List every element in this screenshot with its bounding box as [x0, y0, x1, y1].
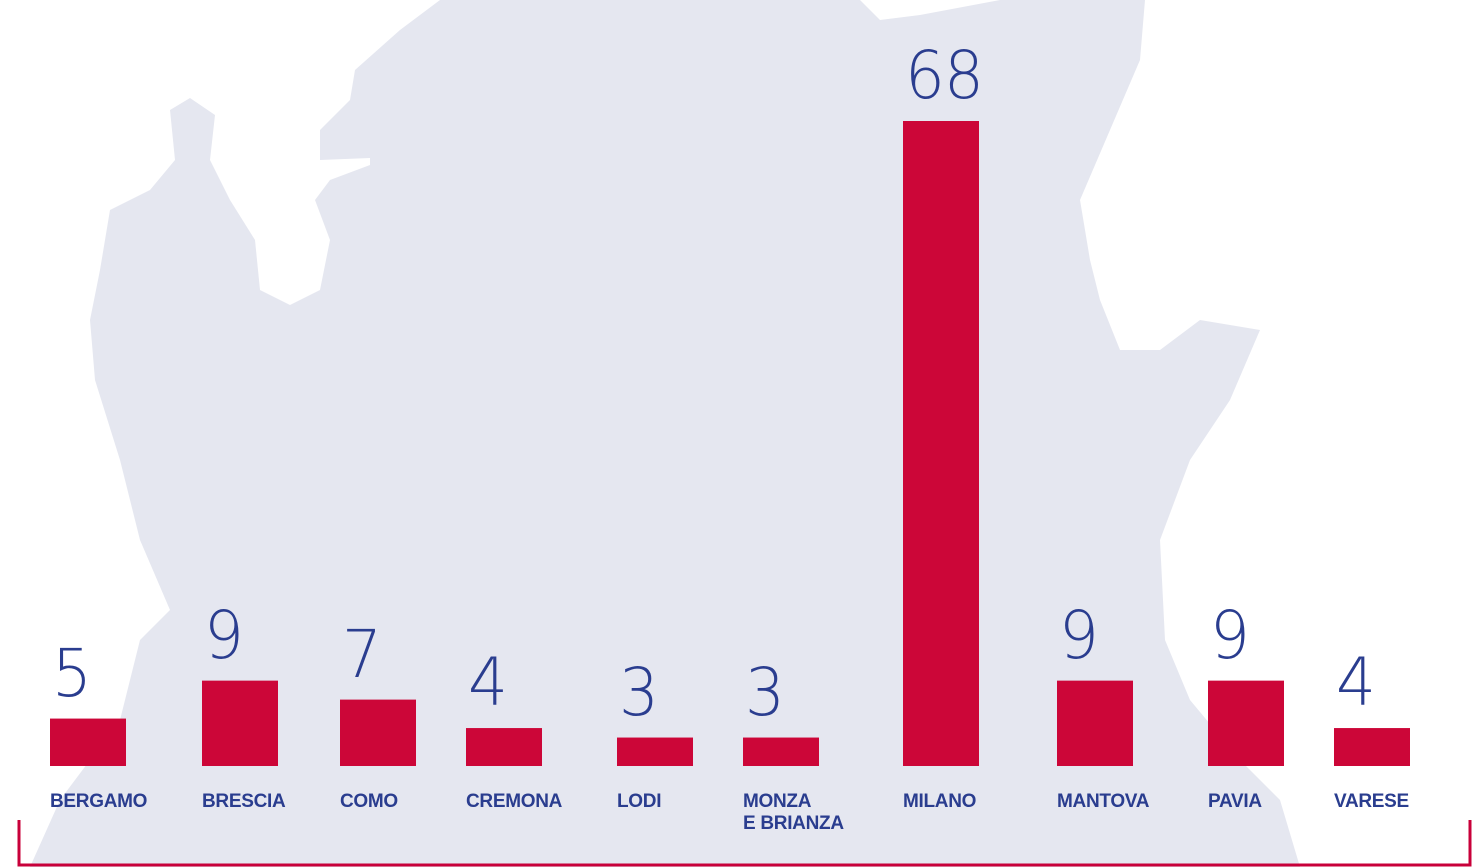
bar: [1334, 728, 1410, 766]
category-label: MANTOVA: [1057, 791, 1150, 812]
value-label: 9: [204, 596, 244, 674]
category-label: PAVIA: [1208, 791, 1262, 812]
category-label: COMO: [340, 791, 398, 812]
category-label: CREMONA: [466, 791, 563, 812]
category-label: MONZA E BRIANZA: [743, 791, 844, 834]
map-background: [30, 0, 1300, 867]
frame-line: [17, 820, 1472, 867]
bar: [1057, 680, 1133, 766]
category-label: BERGAMO: [50, 791, 148, 812]
category-label: LODI: [617, 791, 662, 812]
bar: [202, 680, 278, 766]
value-label: 3: [619, 653, 659, 731]
category-label: MILANO: [903, 791, 977, 812]
bar: [1208, 680, 1284, 766]
value-label: 7: [342, 615, 382, 693]
value-label: 9: [1210, 596, 1250, 674]
bar: [743, 737, 819, 766]
value-label: 3: [745, 653, 785, 731]
category-label: VARESE: [1334, 791, 1409, 812]
bar: [466, 728, 542, 766]
bar: [50, 718, 126, 766]
value-label: 5: [52, 634, 92, 712]
bar: [903, 121, 979, 766]
value-label: 68: [905, 37, 984, 114]
value-label: 4: [468, 644, 508, 722]
bar: [340, 699, 416, 766]
value-label: 9: [1059, 596, 1099, 674]
bar: [617, 737, 693, 766]
value-label: 4: [1336, 644, 1376, 722]
category-label: BRESCIA: [202, 791, 286, 812]
